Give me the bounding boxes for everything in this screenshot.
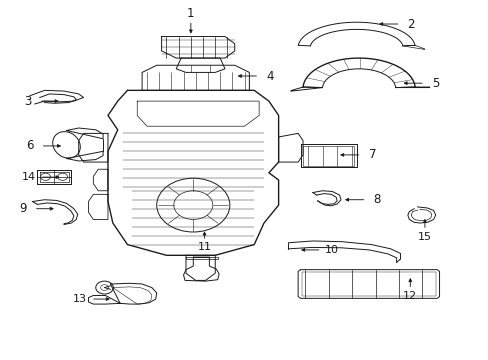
Text: 13: 13 <box>73 294 87 304</box>
Text: 11: 11 <box>197 242 211 252</box>
Text: 3: 3 <box>24 95 32 108</box>
Text: 9: 9 <box>20 202 27 215</box>
Text: 8: 8 <box>373 193 380 206</box>
Text: 14: 14 <box>22 172 36 182</box>
Text: 4: 4 <box>265 69 273 82</box>
Text: 7: 7 <box>368 148 375 161</box>
Text: 1: 1 <box>187 8 194 21</box>
Text: 5: 5 <box>431 77 438 90</box>
Text: 15: 15 <box>417 232 431 242</box>
Text: 2: 2 <box>407 18 414 31</box>
Text: 6: 6 <box>26 139 34 152</box>
Text: 10: 10 <box>325 245 339 255</box>
Text: 12: 12 <box>403 291 416 301</box>
